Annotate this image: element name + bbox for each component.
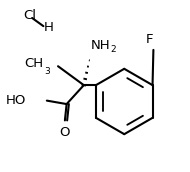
Text: CH: CH [24, 57, 43, 71]
Text: HO: HO [6, 94, 26, 107]
Text: 2: 2 [111, 45, 116, 54]
Text: H: H [43, 21, 53, 34]
Text: Cl: Cl [23, 9, 36, 22]
Text: NH: NH [91, 39, 110, 52]
Text: O: O [59, 126, 69, 139]
Text: F: F [145, 33, 153, 46]
Text: 3: 3 [44, 67, 50, 76]
